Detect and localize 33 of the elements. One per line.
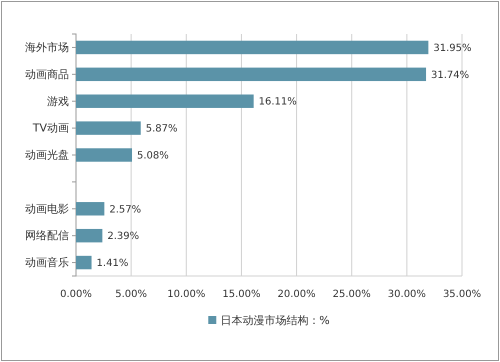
y-tick-label: 动画光盘: [25, 148, 69, 162]
y-tick-label: 动画电影: [25, 202, 69, 216]
bar: [76, 68, 426, 82]
data-label: 1.41%: [96, 258, 128, 270]
data-label: 5.08%: [137, 150, 169, 162]
x-tick-label: 30.00%: [388, 289, 426, 300]
bar: [76, 202, 104, 216]
legend-label: 日本动漫市场结构：%: [220, 314, 330, 327]
y-tick-label: TV动画: [32, 122, 69, 135]
y-tick-label: 动画商品: [25, 68, 69, 81]
y-tick-label: 动画音乐: [25, 256, 69, 270]
data-label: 5.87%: [146, 124, 178, 135]
data-label: 2.39%: [107, 231, 140, 242]
data-label: 16.11%: [258, 96, 297, 108]
data-label: 31.95%: [433, 42, 472, 54]
bar: [76, 256, 92, 270]
x-tick-label: 25.00%: [332, 289, 371, 300]
bar: [76, 228, 102, 242]
x-tick-label: 0.00%: [60, 289, 92, 300]
x-tick-label: 5.00%: [115, 289, 148, 300]
data-label: 31.74%: [431, 70, 470, 81]
bar: [76, 40, 428, 54]
x-tick-label: 10.00%: [167, 289, 206, 300]
bar: [76, 94, 254, 108]
x-tick-label: 35.00%: [442, 289, 482, 300]
y-tick-label: 游戏: [47, 94, 69, 108]
x-tick-label: 15.00%: [222, 289, 260, 300]
bar: [76, 148, 132, 162]
data-label: 2.57%: [109, 204, 142, 216]
y-tick-label: 海外市场: [25, 40, 69, 54]
y-tick-label: 网络配信: [25, 229, 69, 242]
x-tick-label: 20.00%: [278, 289, 316, 300]
bar: [76, 121, 141, 135]
